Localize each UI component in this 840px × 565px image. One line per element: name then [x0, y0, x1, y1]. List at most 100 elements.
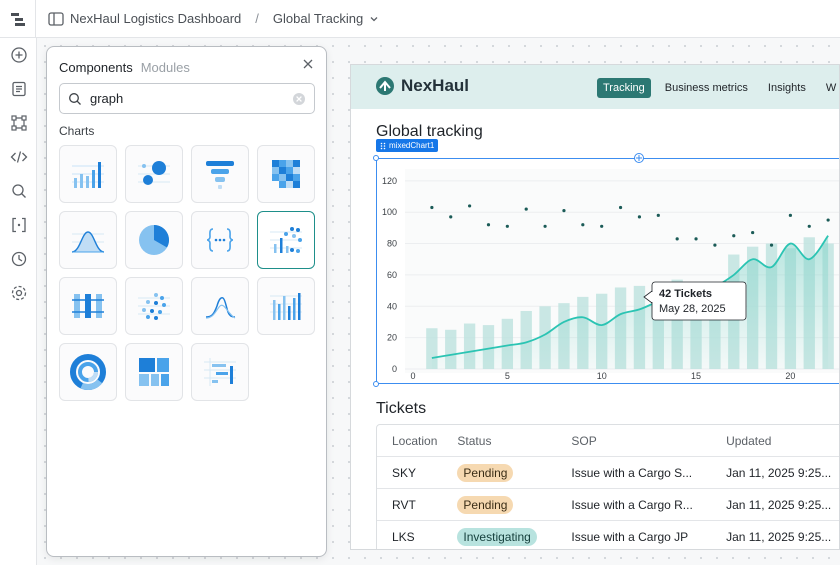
funnel-chart-tile[interactable] — [191, 145, 249, 203]
brand-name: NexHaul — [401, 76, 470, 95]
y-tick-label: 60 — [387, 270, 397, 280]
bar — [463, 323, 476, 369]
area-chart-tile[interactable] — [59, 211, 117, 269]
app-preview: NexHaul Tracking Business metrics Insigh… — [350, 64, 840, 550]
funnel-chart-icon — [206, 161, 234, 189]
table-row[interactable]: RVT Pending Issue with a Cargo R... Jan … — [377, 489, 839, 521]
header-updated[interactable]: Updated — [726, 433, 772, 448]
breadcrumb-page[interactable]: Global Tracking — [273, 11, 379, 26]
component-tag[interactable]: mixedChart1 — [376, 139, 439, 152]
search-input[interactable] — [90, 91, 292, 106]
chart-title: Global tracking — [376, 123, 483, 140]
tickets-title: Tickets — [376, 400, 427, 417]
brand[interactable]: NexHaul — [375, 76, 469, 96]
breadcrumb: NexHaul Logistics Dashboard / Global Tra… — [36, 11, 379, 26]
pie-chart-tile[interactable] — [125, 211, 183, 269]
y-tick-label: 120 — [382, 176, 397, 186]
pie-chart-icon — [139, 225, 170, 255]
scatter-chart-icon — [138, 293, 170, 320]
json-chart-tile[interactable] — [191, 211, 249, 269]
tab-components[interactable]: Components — [59, 59, 133, 75]
json-chart-icon — [206, 228, 234, 252]
resize-handle-top-left[interactable] — [373, 155, 379, 161]
cell-sop: Issue with a Cargo R... — [571, 497, 693, 512]
nav-tracking[interactable]: Tracking — [597, 78, 651, 98]
component-tag-label: mixedChart1 — [389, 141, 435, 150]
resize-handle-bottom-left[interactable] — [373, 381, 379, 387]
cell-sop: Issue with a Cargo JP — [571, 530, 689, 544]
header-sop[interactable]: SOP — [571, 433, 597, 448]
sidebar-toggle-icon — [48, 11, 64, 26]
nav-insights[interactable]: Insights — [767, 82, 806, 94]
scatter-point — [543, 224, 547, 228]
sunburst-chart-icon — [70, 354, 106, 390]
sparkline-chart-tile[interactable] — [257, 277, 315, 335]
treemap-chart-icon — [139, 358, 169, 386]
code-icon[interactable] — [0, 140, 37, 174]
mixed-chart-tile[interactable] — [257, 211, 315, 269]
header-location[interactable]: Location — [392, 433, 438, 448]
bar-chart-icon — [72, 162, 104, 188]
page-icon[interactable] — [0, 72, 37, 106]
app-logo[interactable] — [0, 0, 36, 38]
area-chart-icon — [71, 231, 105, 253]
status-badge: Pending — [457, 463, 514, 482]
scatter-point — [637, 215, 642, 219]
y-tick-label: 80 — [387, 239, 397, 249]
tickets-table: Location Status SOP Updated SKY Pending … — [376, 424, 839, 549]
settings-icon[interactable] — [0, 276, 37, 310]
gantt-chart-tile[interactable] — [191, 343, 249, 401]
state-icon[interactable] — [0, 208, 37, 242]
components-icon[interactable] — [0, 106, 37, 140]
history-icon[interactable] — [0, 242, 37, 276]
app-nav-links: Tracking Business metrics Insights W — [597, 78, 839, 98]
bar — [426, 328, 438, 369]
mixed-chart[interactable]: 0 20 40 60 80 100 120 0 5 10 15 20 42 Tickets May 28,… — [376, 158, 839, 384]
add-icon[interactable] — [0, 38, 37, 72]
breadcrumb-project[interactable]: NexHaul Logistics Dashboard — [48, 11, 241, 26]
bar — [520, 310, 532, 369]
header-status[interactable]: Status — [457, 433, 492, 448]
search-icon[interactable] — [0, 174, 37, 208]
table-header: Location Status SOP Updated — [377, 425, 839, 457]
box-plot-tile[interactable] — [59, 277, 117, 335]
cell-updated: Jan 11, 2025 9:25... — [726, 465, 832, 480]
scatter-point — [732, 234, 736, 238]
scatter-point — [675, 237, 679, 241]
scatter-point — [751, 230, 755, 235]
tooltip-title: 42 Tickets — [659, 288, 712, 300]
x-tick-label: 10 — [597, 371, 607, 381]
cell-sop: Issue with a Cargo S... — [571, 465, 693, 480]
mixed-chart-icon — [270, 227, 302, 253]
app-navbar: NexHaul Tracking Business metrics Insigh… — [351, 65, 839, 109]
y-tick-label: 0 — [392, 364, 397, 374]
scatter-point — [505, 224, 509, 228]
cell-location: LKS — [392, 530, 415, 544]
drag-handle-icon — [380, 142, 386, 149]
tab-modules[interactable]: Modules — [140, 59, 190, 75]
table-row[interactable]: LKS Investigating Issue with a Cargo JP … — [377, 521, 839, 549]
heatmap-chart-tile[interactable] — [257, 145, 315, 203]
table-row[interactable]: SKY Pending Issue with a Cargo S... Jan … — [377, 457, 839, 489]
scatter-point — [769, 243, 774, 247]
sparkline-chart-icon — [270, 293, 302, 320]
treemap-chart-tile[interactable] — [125, 343, 183, 401]
close-icon[interactable] — [302, 58, 314, 73]
scatter-point — [449, 215, 453, 219]
add-handle[interactable] — [634, 153, 644, 163]
y-tick-label: 100 — [382, 207, 397, 217]
line-chart-tile[interactable] — [191, 277, 249, 335]
scatter-point — [600, 224, 604, 228]
heatmap-chart-icon — [272, 160, 300, 188]
status-badge: Investigating — [457, 528, 537, 546]
scatter-point — [430, 205, 434, 210]
bar-chart-tile[interactable] — [59, 145, 117, 203]
bubble-chart-tile[interactable] — [125, 145, 183, 203]
cell-location: RVT — [392, 497, 416, 512]
nav-more[interactable]: W — [825, 82, 837, 94]
search-icon — [69, 92, 81, 105]
scatter-chart-tile[interactable] — [125, 277, 183, 335]
sunburst-chart-tile[interactable] — [59, 343, 117, 401]
nav-business-metrics[interactable]: Business metrics — [664, 82, 748, 94]
scatter-point — [618, 205, 623, 210]
